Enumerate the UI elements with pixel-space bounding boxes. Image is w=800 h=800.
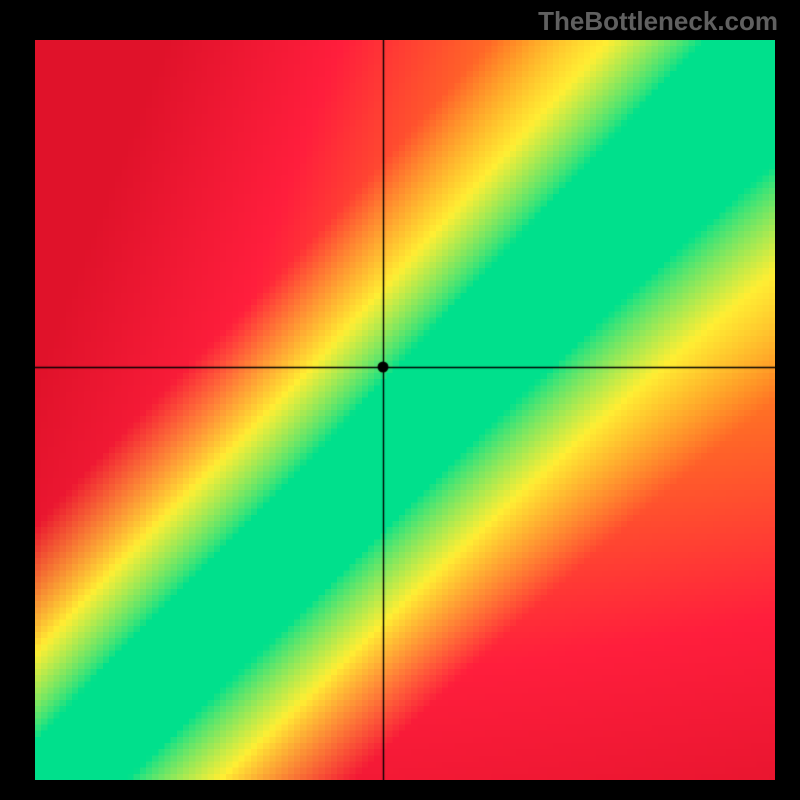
chart-container: TheBottleneck.com (0, 0, 800, 800)
watermark-text: TheBottleneck.com (538, 6, 778, 37)
crosshair-overlay (35, 40, 775, 780)
